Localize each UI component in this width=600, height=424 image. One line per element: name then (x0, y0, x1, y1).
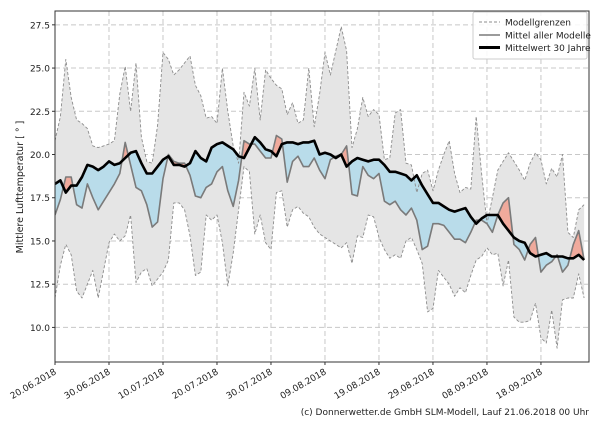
model-upper-limit-line (55, 26, 585, 238)
x-tick-label: 20.07.2018 (171, 367, 221, 402)
y-tick-label: 25.0 (30, 65, 50, 75)
below-climate-area (55, 137, 585, 273)
y-tick-label: 17.5 (30, 194, 50, 204)
x-tick-label: 29.08.2018 (387, 367, 437, 402)
y-tick-label: 10.0 (30, 324, 50, 334)
x-axis: 20.06.2018 30.06.2018 10.07.2018 20.07.2018… (9, 362, 545, 402)
y-tick-label: 27.5 (30, 21, 50, 31)
legend-label: Mittelwert 30 Jahre (505, 44, 591, 54)
y-axis-label: Mittlere Lufttemperatur [ ° ] (15, 121, 26, 254)
model-range-area (55, 26, 585, 349)
x-tick-label: 19.08.2018 (333, 367, 383, 402)
x-tick-label: 20.06.2018 (9, 367, 59, 402)
x-tick-label: 10.07.2018 (117, 367, 167, 402)
model-mean-line (55, 134, 585, 273)
footer-credit: (c) Donnerwetter.de GmbH SLM-Modell, Lau… (301, 408, 590, 418)
y-axis: 10.0 12.5 15.0 17.5 20.0 22.5 25.0 27.5 (30, 21, 55, 334)
y-tick-label: 15.0 (30, 237, 50, 247)
legend: Modellgrenzen Mittel aller Modelle Mitte… (472, 11, 591, 60)
x-tick-label: 30.07.2018 (225, 367, 275, 402)
legend-label: Modellgrenzen (505, 19, 571, 29)
climate-mean-line (55, 135, 586, 261)
y-tick-label: 12.5 (30, 281, 50, 291)
y-tick-label: 20.0 (30, 151, 50, 161)
legend-label: Mittel aller Modelle (505, 32, 591, 42)
x-tick-label: 08.09.2018 (441, 367, 491, 402)
model-lower-limit-line (55, 166, 585, 349)
x-tick-label: 18.09.2018 (495, 367, 545, 402)
plot-frame (54, 10, 590, 363)
x-tick-label: 30.06.2018 (63, 367, 113, 402)
x-tick-label: 09.08.2018 (279, 367, 329, 402)
y-tick-label: 22.5 (30, 108, 50, 118)
